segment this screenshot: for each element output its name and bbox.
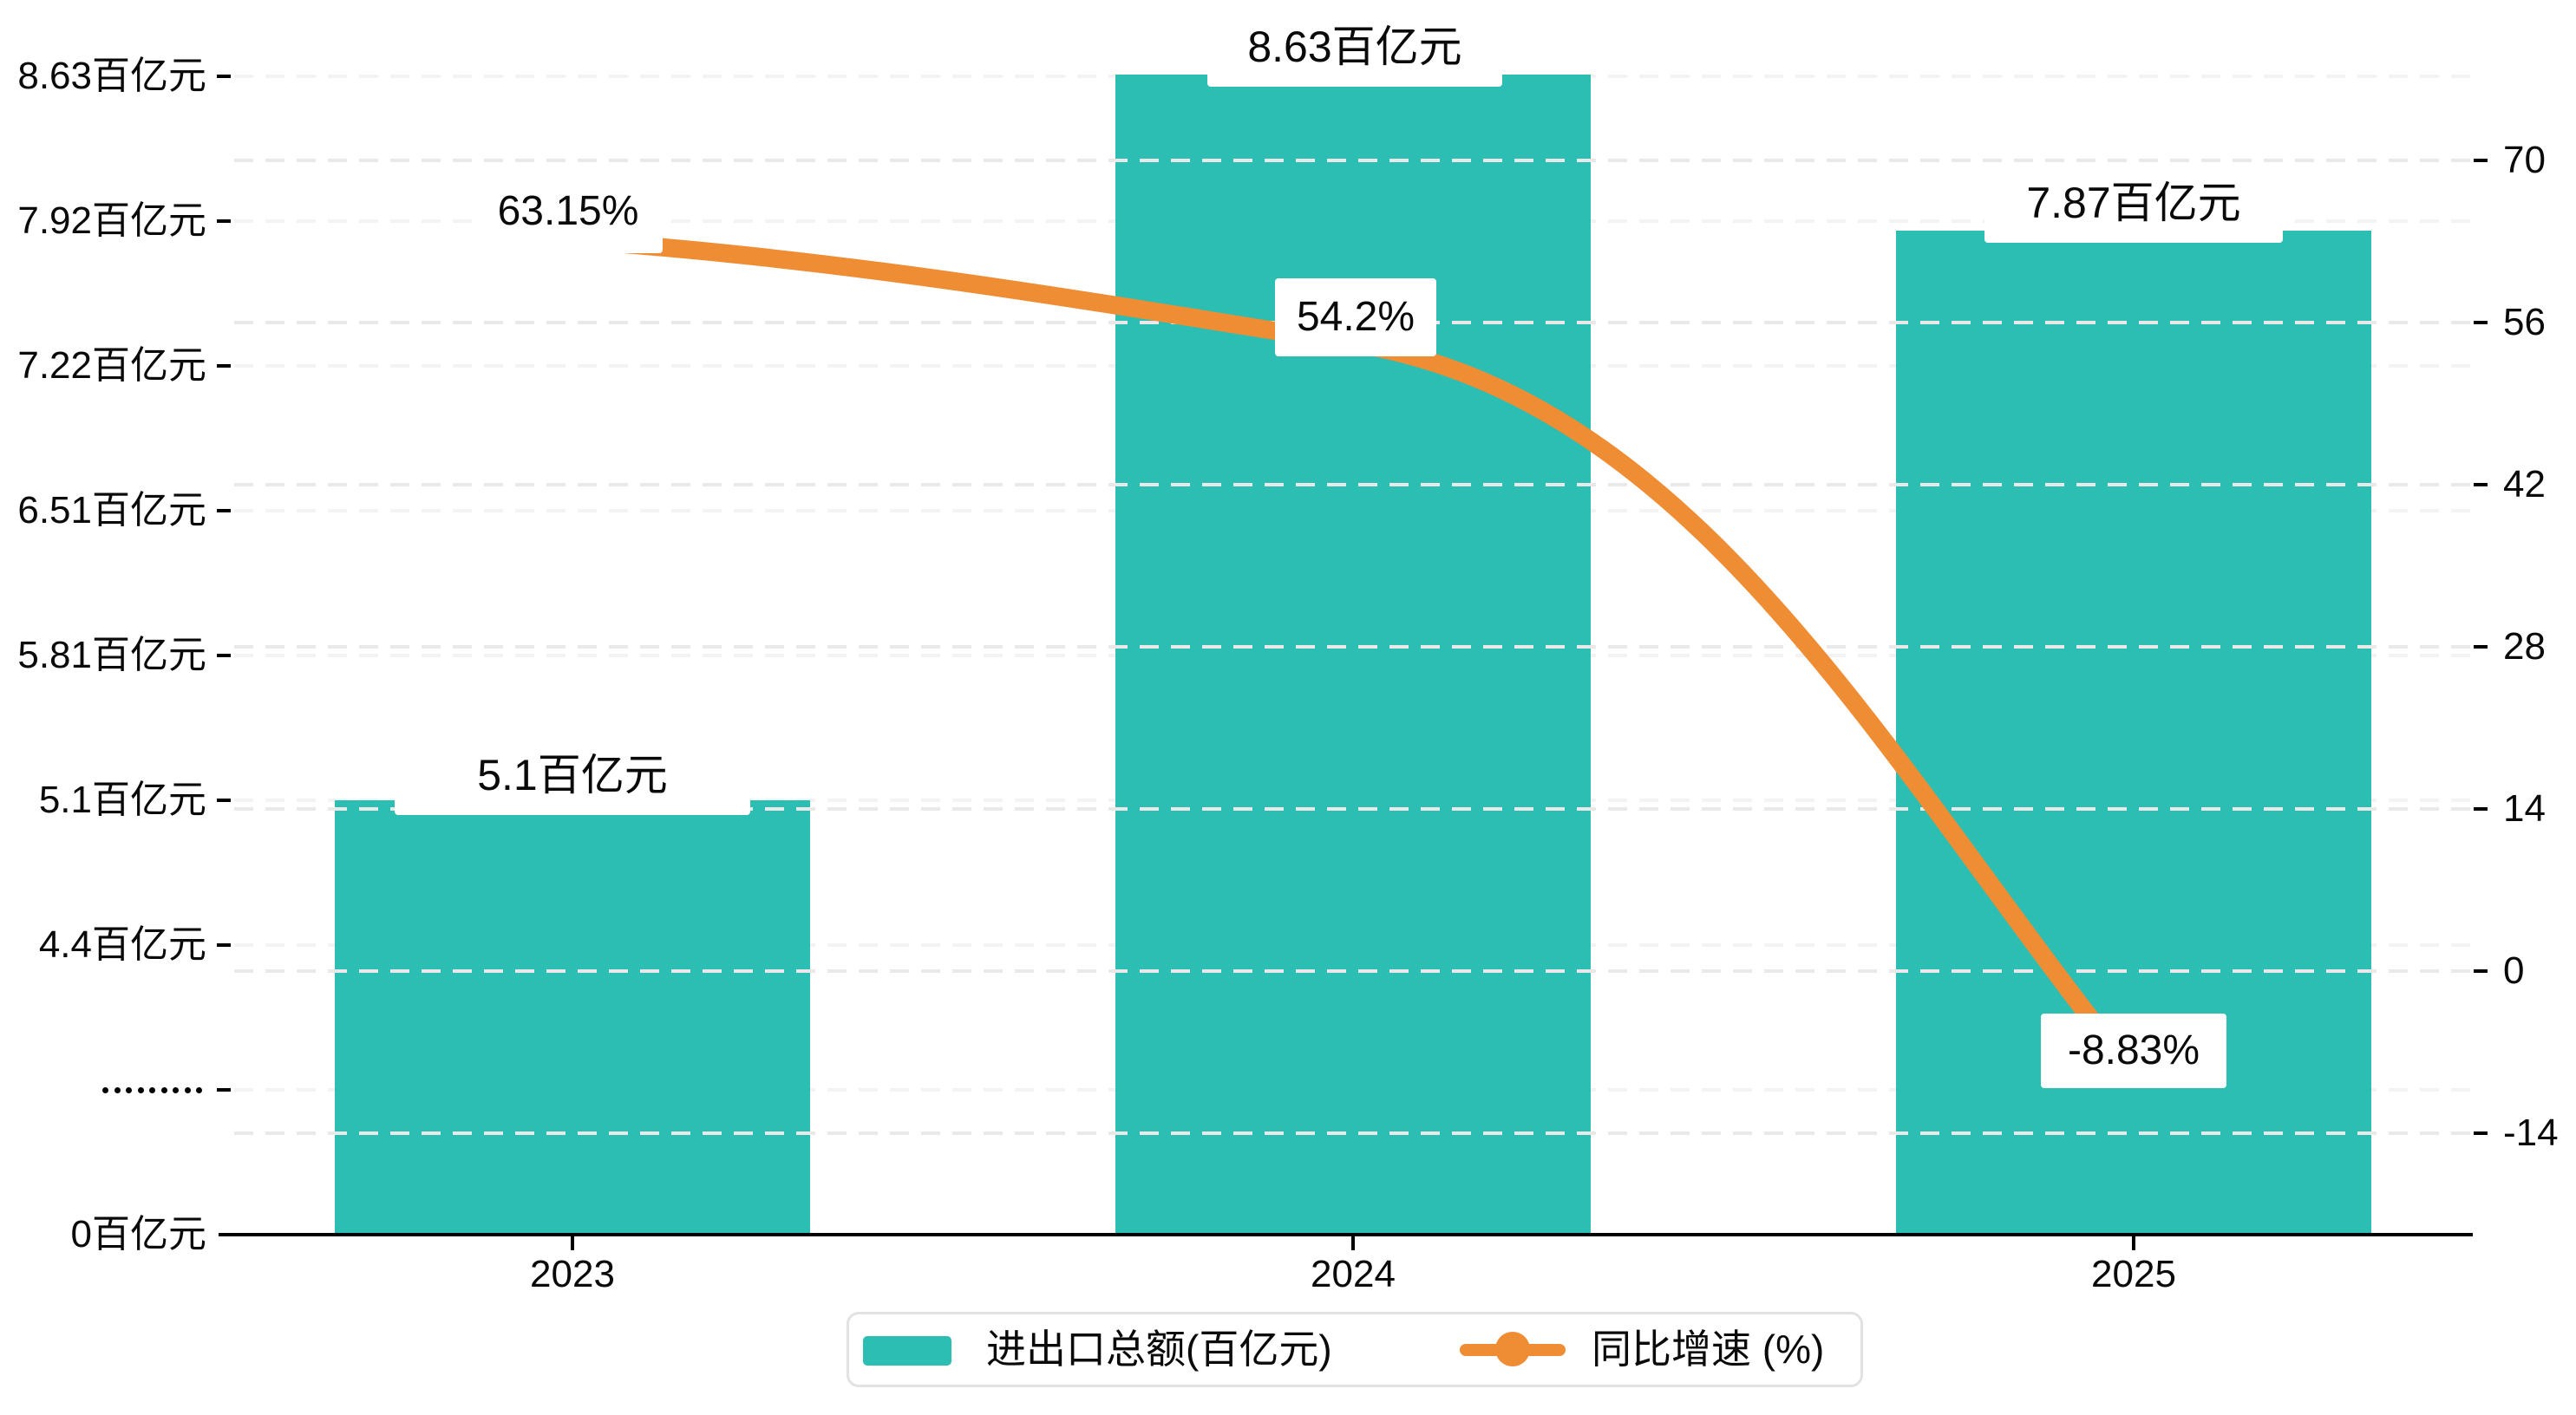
line-label-2024: 54.2% (1275, 278, 1436, 356)
bar-label-2024: 8.63百亿元 (1207, 7, 1502, 87)
x-tick-2025 (2132, 1236, 2135, 1250)
y-left-label-5.81: 5.81百亿元 (17, 634, 206, 676)
x-label-2024: 2024 (1311, 1253, 1396, 1295)
x-label-2025: 2025 (2091, 1253, 2176, 1295)
y-left-tick (217, 654, 231, 657)
line-label-2025: -8.83% (2041, 1014, 2226, 1088)
gridline-right-70 (234, 159, 2473, 162)
y-left-label-4.4: 4.4百亿元 (38, 923, 206, 966)
bar-2024[interactable] (1115, 75, 1591, 1235)
gridline-right--14 (234, 1131, 2473, 1135)
y-left-tick (217, 1088, 231, 1092)
bar-2023[interactable] (335, 800, 810, 1235)
line-swatch-dot-icon (1495, 1332, 1530, 1366)
y-right-tick (2474, 321, 2488, 324)
y-left-label-7.92: 7.92百亿元 (17, 199, 206, 242)
y-right-tick (2474, 969, 2488, 973)
gridline-right-0 (234, 969, 2473, 973)
x-tick-2024 (1351, 1236, 1355, 1250)
y-right-label--14: -14 (2503, 1112, 2559, 1154)
growth-line[interactable] (563, 231, 2143, 1083)
line-series-swatch (1460, 1314, 1566, 1385)
line-label-2023: 63.15% (474, 170, 663, 253)
y-left-label-8.63: 8.63百亿元 (17, 55, 206, 97)
y-left-tick (217, 75, 231, 78)
legend: 进出口总额(百亿元) 同比增速 (%) (847, 1312, 1863, 1387)
y-left-label-7.22: 7.22百亿元 (17, 344, 206, 387)
y-right-label-14: 14 (2503, 787, 2546, 830)
gridline-right-14 (234, 807, 2473, 811)
y-right-tick (2474, 807, 2488, 811)
y-right-label-28: 28 (2503, 625, 2546, 668)
y-left-tick (217, 799, 231, 802)
y-right-tick (2474, 483, 2488, 486)
legend-label-line: 同比增速 (%) (1592, 1327, 1825, 1372)
legend-label-bar: 进出口总额(百亿元) (986, 1327, 1332, 1372)
y-right-tick (2474, 159, 2488, 162)
y-left-tick (217, 509, 231, 512)
y-right-tick (2474, 645, 2488, 649)
y-left-label-6.51: 6.51百亿元 (17, 489, 206, 531)
gridline-right-42 (234, 483, 2473, 486)
y-left-tick (217, 943, 231, 947)
x-axis-line (219, 1233, 2473, 1236)
y-left-label-0: 0百亿元 (70, 1213, 206, 1255)
y-left-label-5.1: 5.1百亿元 (38, 779, 206, 821)
y-right-label-56: 56 (2503, 301, 2546, 343)
y-left-tick (217, 364, 231, 368)
y-right-tick (2474, 1131, 2488, 1135)
y-right-label-70: 70 (2503, 139, 2546, 181)
x-label-2023: 2023 (530, 1253, 615, 1295)
y-right-label-0: 0 (2503, 949, 2525, 992)
bar-label-2023: 5.1百亿元 (395, 735, 750, 815)
gridline-right-28 (234, 645, 2473, 649)
y-left-tick (217, 219, 231, 223)
y-right-label-42: 42 (2503, 463, 2546, 505)
bar-series-swatch (863, 1336, 951, 1366)
axis-break-tick (102, 1087, 202, 1093)
bar-label-2025: 7.87百亿元 (1984, 163, 2283, 243)
x-tick-2023 (571, 1236, 574, 1250)
